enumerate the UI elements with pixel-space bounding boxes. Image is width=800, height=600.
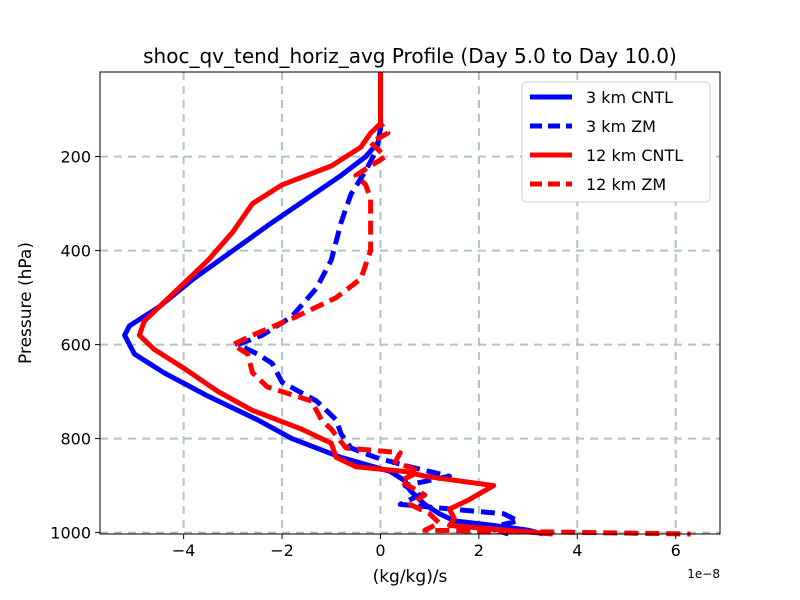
series-lines [122, 72, 691, 537]
x-axis-label: (kg/kg)/s [373, 567, 448, 587]
legend-label: 3 km ZM [586, 117, 656, 136]
series-line-3-km-zm [235, 72, 521, 537]
y-tick-label: 1000 [50, 524, 91, 543]
axis-ticks: −4 −2 0 2 4 6 200 400 600 800 1000 [50, 148, 681, 560]
legend-label: 12 km CNTL [586, 146, 683, 165]
x-tick-label: 6 [671, 541, 681, 560]
x-tick-label: 0 [375, 541, 385, 560]
x-tick-label: 4 [572, 541, 582, 560]
y-tick-label: 200 [60, 148, 91, 167]
x-tick-label: 2 [474, 541, 484, 560]
x-axis-scale-label: 1e−8 [687, 567, 720, 581]
x-tick-label: −4 [172, 541, 196, 560]
legend-label: 12 km ZM [586, 175, 666, 194]
y-axis-label: Pressure (hPa) [16, 242, 36, 364]
chart-title: shoc_qv_tend_horiz_avg Profile (Day 5.0 … [143, 44, 677, 68]
series-line-12-km-zm [230, 72, 691, 537]
y-tick-label: 400 [60, 242, 91, 261]
x-tick-label: −2 [270, 541, 294, 560]
series-line-12-km-cntl [136, 72, 553, 537]
y-tick-label: 600 [60, 336, 91, 355]
legend-box [521, 81, 711, 203]
plot-frame [99, 71, 721, 535]
series-line-3-km-cntl [122, 72, 544, 537]
legend: 3 km CNTL 3 km ZM 12 km CNTL 12 km ZM [521, 81, 711, 203]
legend-label: 3 km CNTL [586, 88, 673, 107]
y-tick-label: 800 [60, 430, 91, 449]
